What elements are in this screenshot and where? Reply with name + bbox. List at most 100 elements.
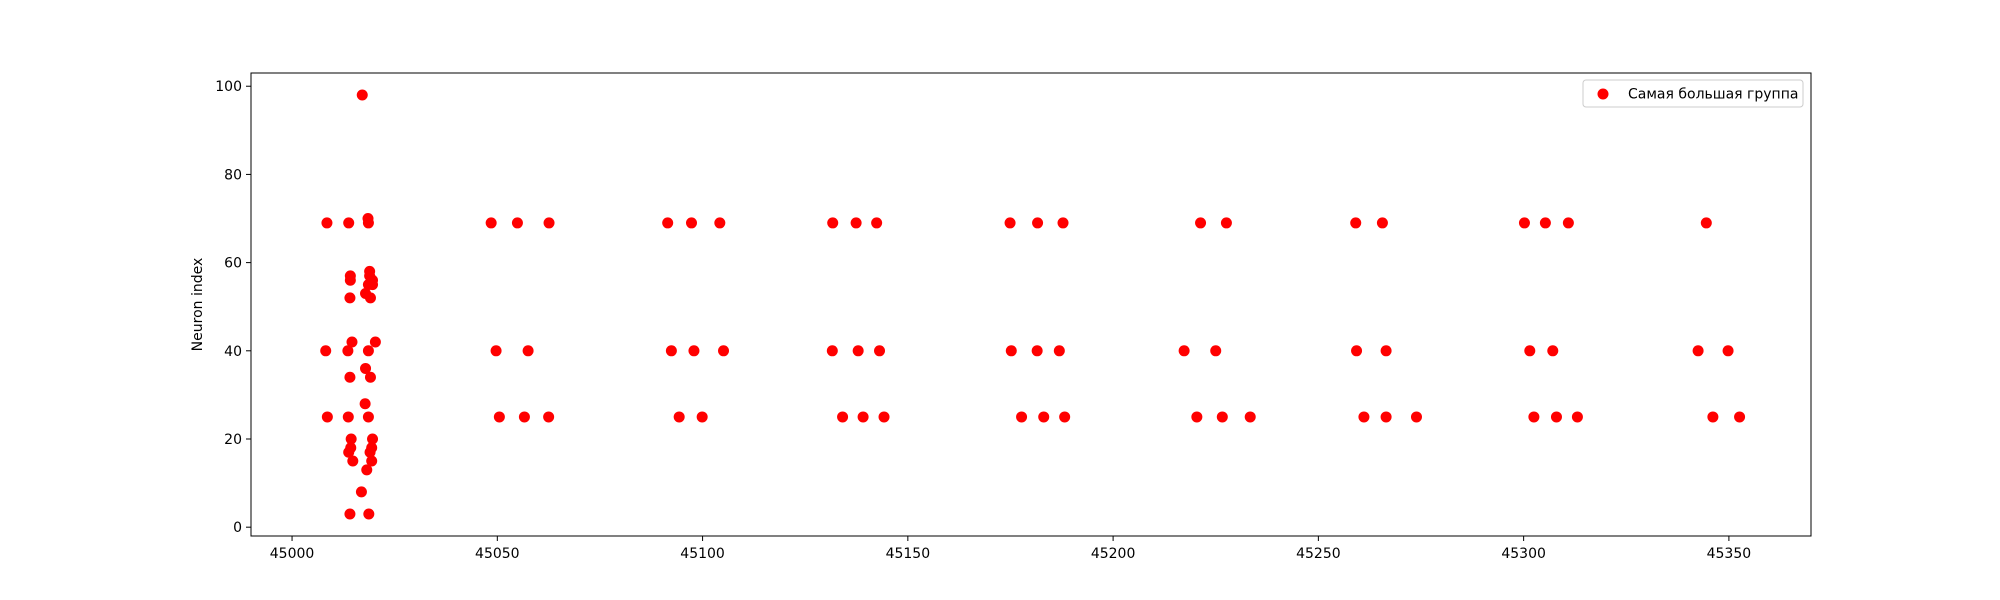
data-point bbox=[343, 217, 355, 229]
data-points bbox=[320, 89, 1746, 520]
data-point bbox=[344, 371, 356, 383]
data-point bbox=[1351, 345, 1363, 357]
y-tick-label: 100 bbox=[215, 79, 242, 95]
data-point bbox=[1550, 411, 1562, 423]
data-point bbox=[493, 411, 505, 423]
data-point bbox=[1571, 411, 1583, 423]
data-point bbox=[1178, 345, 1190, 357]
data-point bbox=[1547, 345, 1559, 357]
data-point bbox=[347, 455, 359, 467]
data-point bbox=[362, 217, 374, 229]
data-point bbox=[1210, 345, 1222, 357]
data-point bbox=[321, 411, 333, 423]
data-point bbox=[1410, 411, 1422, 423]
data-point bbox=[364, 371, 376, 383]
data-point bbox=[1692, 345, 1704, 357]
data-point bbox=[356, 89, 368, 101]
data-point bbox=[1734, 411, 1746, 423]
data-point bbox=[1722, 345, 1734, 357]
data-point bbox=[345, 433, 357, 445]
data-point bbox=[369, 336, 381, 348]
data-point bbox=[1244, 411, 1256, 423]
data-point bbox=[852, 345, 864, 357]
data-point bbox=[522, 345, 534, 357]
data-point bbox=[1518, 217, 1530, 229]
x-tick-label: 45050 bbox=[475, 546, 520, 562]
data-point bbox=[342, 345, 354, 357]
data-point bbox=[1220, 217, 1232, 229]
data-point bbox=[344, 508, 356, 520]
x-tick-label: 45250 bbox=[1296, 546, 1341, 562]
y-axis-label: Neuron index bbox=[190, 258, 206, 352]
y-tick-label: 40 bbox=[224, 344, 242, 360]
data-point bbox=[364, 292, 376, 304]
x-tick-label: 45100 bbox=[680, 546, 725, 562]
data-point bbox=[1216, 411, 1228, 423]
y-tick-label: 80 bbox=[224, 167, 242, 183]
data-point bbox=[342, 411, 354, 423]
data-point bbox=[688, 345, 700, 357]
data-point bbox=[344, 274, 356, 286]
data-point bbox=[359, 398, 371, 410]
data-point bbox=[1380, 345, 1392, 357]
y-tick-label: 60 bbox=[224, 256, 242, 272]
x-tick-label: 45200 bbox=[1091, 546, 1136, 562]
data-point bbox=[346, 336, 358, 348]
data-point bbox=[1528, 411, 1540, 423]
data-point bbox=[662, 217, 674, 229]
data-point bbox=[362, 411, 374, 423]
data-point bbox=[518, 411, 530, 423]
data-point bbox=[827, 217, 839, 229]
data-point bbox=[837, 411, 849, 423]
data-point bbox=[718, 345, 730, 357]
legend-marker bbox=[1597, 88, 1609, 100]
y-tick-label: 20 bbox=[224, 432, 242, 448]
data-point bbox=[320, 345, 332, 357]
data-point bbox=[1016, 411, 1028, 423]
data-point bbox=[857, 411, 869, 423]
plot-frame bbox=[250, 72, 1812, 537]
data-point bbox=[826, 345, 838, 357]
data-point bbox=[1524, 345, 1536, 357]
legend: Самая большая группа bbox=[1582, 79, 1804, 108]
data-point bbox=[1004, 217, 1016, 229]
data-point bbox=[367, 279, 379, 291]
data-point bbox=[1032, 217, 1044, 229]
data-point bbox=[344, 292, 356, 304]
data-point bbox=[362, 345, 374, 357]
x-tick-label: 45150 bbox=[886, 546, 931, 562]
data-point bbox=[1376, 217, 1388, 229]
data-point bbox=[355, 486, 367, 498]
data-point bbox=[345, 442, 357, 454]
data-point bbox=[685, 217, 697, 229]
data-point bbox=[360, 362, 372, 374]
data-point bbox=[874, 345, 886, 357]
legend-box bbox=[1582, 79, 1804, 108]
data-point bbox=[850, 217, 862, 229]
data-point bbox=[543, 217, 555, 229]
data-point bbox=[363, 508, 375, 520]
legend-label: Самая большая группа bbox=[1628, 87, 1798, 103]
data-point bbox=[1195, 217, 1207, 229]
data-point bbox=[673, 411, 685, 423]
data-point bbox=[367, 433, 379, 445]
y-axis-ticks: 0 20 40 60 80 100 bbox=[215, 79, 251, 536]
data-point bbox=[696, 411, 708, 423]
data-point bbox=[1059, 411, 1071, 423]
x-tick-label: 45300 bbox=[1501, 546, 1546, 562]
data-point bbox=[1562, 217, 1574, 229]
data-point bbox=[1350, 217, 1362, 229]
x-tick-label: 45000 bbox=[270, 546, 315, 562]
x-tick-label: 45350 bbox=[1707, 546, 1752, 562]
data-point bbox=[543, 411, 555, 423]
data-point bbox=[1191, 411, 1203, 423]
data-point bbox=[878, 411, 890, 423]
y-tick-label: 0 bbox=[233, 520, 242, 536]
data-point bbox=[321, 217, 333, 229]
data-point bbox=[511, 217, 523, 229]
data-point bbox=[665, 345, 677, 357]
data-point bbox=[1358, 411, 1370, 423]
data-point bbox=[1380, 411, 1392, 423]
data-point bbox=[1005, 345, 1017, 357]
